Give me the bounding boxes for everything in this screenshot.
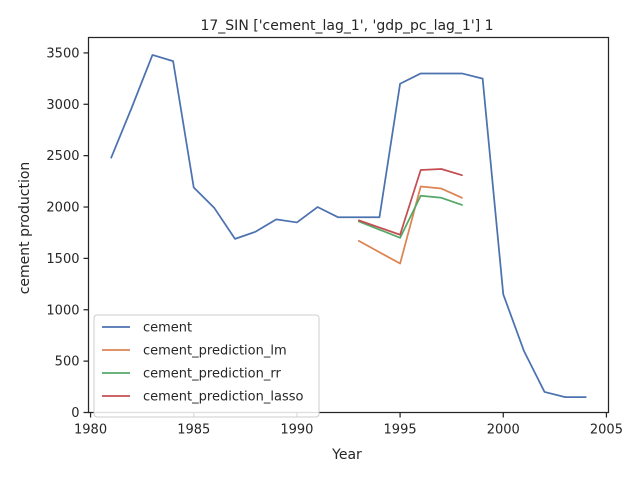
y-tick-label: 2500 <box>46 149 79 164</box>
y-tick-label: 2000 <box>46 201 79 216</box>
legend: cement cement_prediction_lm cement_predict… <box>93 314 320 418</box>
legend-label: cement_prediction_rr <box>143 367 281 382</box>
x-tick-label: 1985 <box>177 423 210 438</box>
y-tick-label: 3500 <box>46 46 79 61</box>
chart-title: 17_SIN ['cement_lag_1', 'gdp_pc_lag_1'] … <box>200 18 493 34</box>
x-axis-label: Year <box>331 447 362 463</box>
x-tick-label: 2005 <box>590 423 623 438</box>
y-axis-label: cement production <box>17 162 33 295</box>
legend-label: cement <box>143 321 192 336</box>
legend-label: cement_prediction_lasso <box>143 390 303 405</box>
x-tick-label: 1995 <box>384 423 417 438</box>
y-tick-label: 3000 <box>46 98 79 113</box>
plot-frame <box>87 36 610 414</box>
legend-label: cement_prediction_lm <box>143 344 287 359</box>
series-line-cement <box>110 54 587 398</box>
y-axis-ticks: 0 500 1000 1500 2000 2500 3000 3500 <box>46 46 89 421</box>
series-lines <box>110 54 587 398</box>
series-line-cement-prediction-lm <box>357 185 463 265</box>
series-line-cement-prediction-rr <box>357 194 463 239</box>
y-tick-label: 1000 <box>46 303 79 318</box>
y-tick-label: 1500 <box>46 252 79 267</box>
legend-box <box>93 314 320 418</box>
x-tick-label: 1980 <box>74 423 107 438</box>
series-line-cement-prediction-lasso <box>357 168 463 236</box>
y-tick-label: 0 <box>71 406 79 421</box>
y-tick-label: 500 <box>55 355 80 370</box>
x-tick-label: 2000 <box>487 423 520 438</box>
x-tick-label: 1990 <box>280 423 313 438</box>
